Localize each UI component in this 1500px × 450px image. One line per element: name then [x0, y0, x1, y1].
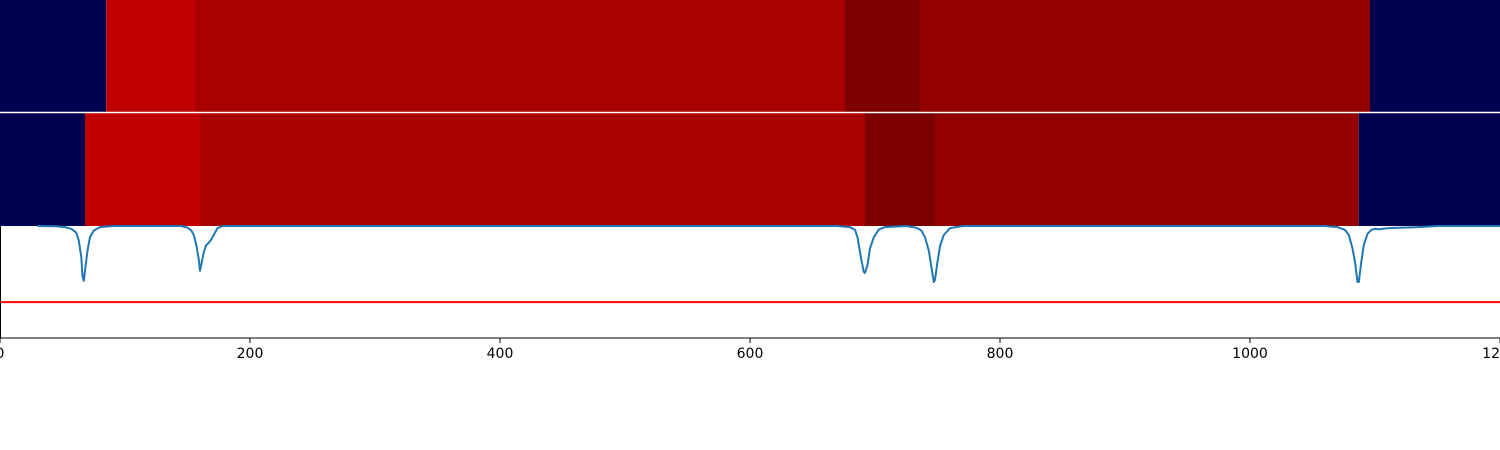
heatmap-top-segment	[1370, 0, 1500, 112]
x-tick-label: 1000	[1232, 346, 1268, 362]
heatmap-top-segment	[0, 0, 107, 112]
x-tick-label: 0	[0, 346, 4, 362]
heatmap-top-panel	[0, 0, 1500, 112]
x-axis: 0 200 400 600 800 1000 1200	[0, 226, 1500, 362]
series-line	[37, 225, 1500, 283]
heatmap-top-segment	[106, 0, 195, 112]
heatmap-top-segment	[920, 0, 1370, 112]
heatmap-top-segment	[195, 0, 845, 112]
x-tick-label: 600	[737, 346, 764, 362]
x-ticks: 0 200 400 600 800 1000 1200	[0, 338, 1500, 362]
x-tick-label: 200	[237, 346, 264, 362]
heatmap-bottom-segment	[935, 113, 1359, 226]
x-tick-label: 800	[987, 346, 1014, 362]
heatmap-bottom-segment	[85, 113, 200, 226]
line-series-group	[37, 225, 1500, 283]
heatmap-bottom-segment	[0, 113, 85, 226]
heatmap-bottom-segment	[1358, 113, 1500, 226]
x-tick-label: 400	[487, 346, 514, 362]
line-plot-panel	[0, 225, 1500, 304]
x-tick-label: 1200	[1482, 346, 1500, 362]
heatmap-bottom-segment	[200, 113, 865, 226]
heatmap-bottom-panel	[0, 113, 1500, 226]
heatmap-top-segment	[845, 0, 920, 112]
heatmap-bottom-segment	[865, 113, 935, 226]
